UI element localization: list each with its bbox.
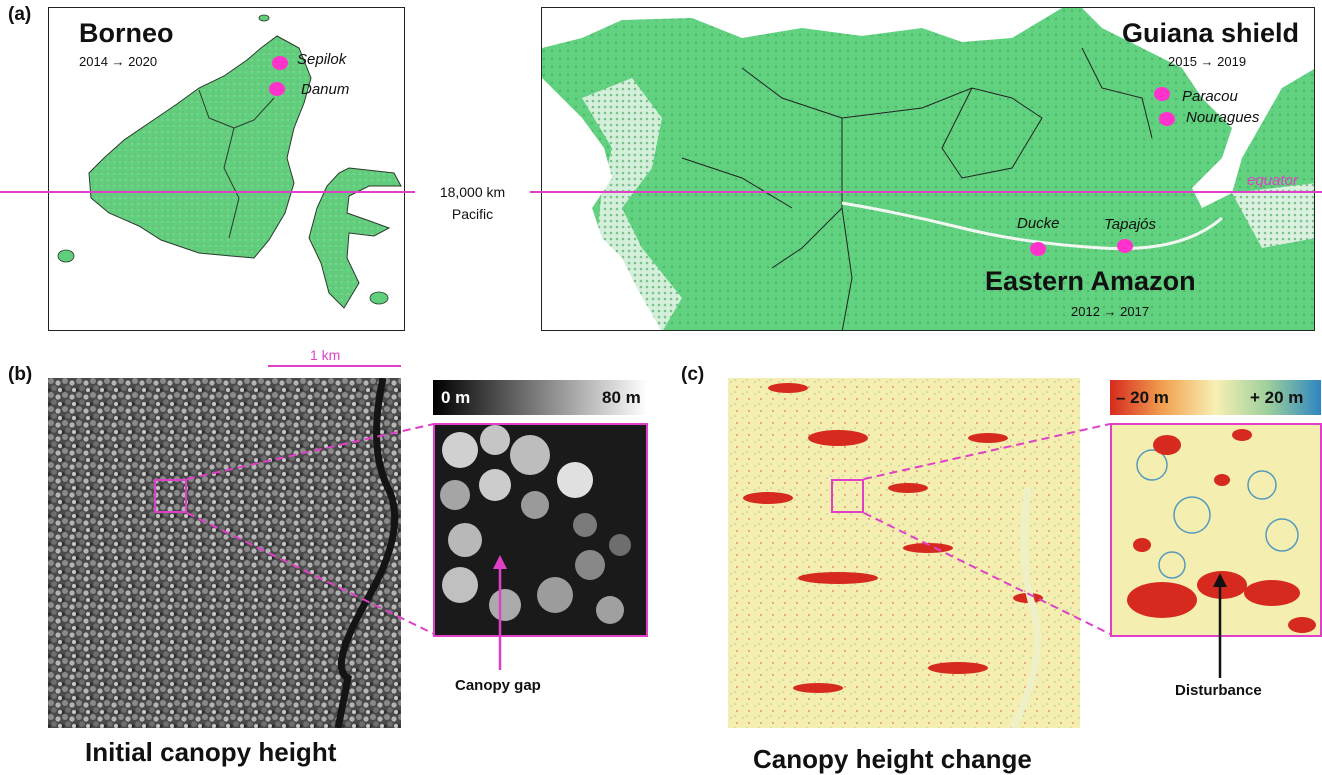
zoom-connector-b <box>186 423 435 635</box>
site-label-danum: Danum <box>301 81 350 98</box>
guiana-title: Guiana shield <box>1122 18 1300 48</box>
initial-canopy-height-image <box>48 378 401 728</box>
zoom-region-b <box>154 479 187 513</box>
scalebar-label: 1 km <box>310 347 341 363</box>
site-label-tapajos: Tapajós <box>1104 216 1156 233</box>
panel-a-label: (a) <box>8 4 32 25</box>
site-marker-ducke <box>1030 242 1046 256</box>
site-label-ducke: Ducke <box>1017 215 1060 232</box>
borneo-years: 2014 → 2020 <box>79 54 158 69</box>
site-label-nouragues: Nouragues <box>1186 109 1260 126</box>
zoom-connector-c <box>863 423 1111 635</box>
height-colorbar-max: 80 m <box>602 388 641 407</box>
site-label-paracou: Paracou <box>1182 88 1238 105</box>
scalebar <box>268 365 401 367</box>
equator-line-right <box>530 191 1322 193</box>
height-colorbar <box>433 380 647 415</box>
canopy-gap-label: Canopy gap <box>455 677 541 694</box>
panel-c-label: (c) <box>681 364 705 385</box>
disturbance-label: Disturbance <box>1175 682 1262 699</box>
ocean-label: Pacific <box>451 206 494 222</box>
canopy-zoom-inset <box>433 423 648 637</box>
canopy-height-change-caption: Canopy height change <box>753 744 1032 774</box>
borneo-title: Borneo <box>79 18 174 48</box>
disturbance-arrow <box>1213 573 1227 678</box>
height-colorbar-min: 0 m <box>441 388 471 407</box>
site-marker-danum <box>269 82 285 96</box>
change-colorbar-min: – 20 m <box>1116 388 1169 407</box>
change-colorbar <box>1110 380 1321 415</box>
canopy-height-change-image <box>728 378 1080 728</box>
site-marker-sepilok <box>272 56 288 70</box>
equator-label: equator <box>1247 172 1298 189</box>
canopy-gap-arrow <box>493 555 507 670</box>
panel-b-label: (b) <box>8 364 33 385</box>
borneo-landmass <box>57 14 402 309</box>
site-marker-tapajos <box>1117 239 1133 253</box>
amazon-years: 2012 → 2017 <box>1071 304 1150 319</box>
site-marker-nouragues <box>1159 112 1175 126</box>
distance-label: 18,000 km <box>439 184 506 200</box>
south-america-map: Guiana shield 2015 → 2019 Paracou Nourag… <box>541 7 1315 331</box>
zoom-region-c <box>831 479 864 513</box>
equator-line-left <box>0 191 415 193</box>
guiana-years: 2015 → 2019 <box>1168 54 1247 69</box>
initial-canopy-height-caption: Initial canopy height <box>85 737 337 767</box>
borneo-map: Borneo 2014 → 2020 Sepilok Danum <box>48 7 405 331</box>
site-marker-paracou <box>1154 87 1170 101</box>
amazon-title: Eastern Amazon <box>985 266 1196 296</box>
site-label-sepilok: Sepilok <box>297 51 347 68</box>
change-colorbar-max: + 20 m <box>1250 388 1304 407</box>
